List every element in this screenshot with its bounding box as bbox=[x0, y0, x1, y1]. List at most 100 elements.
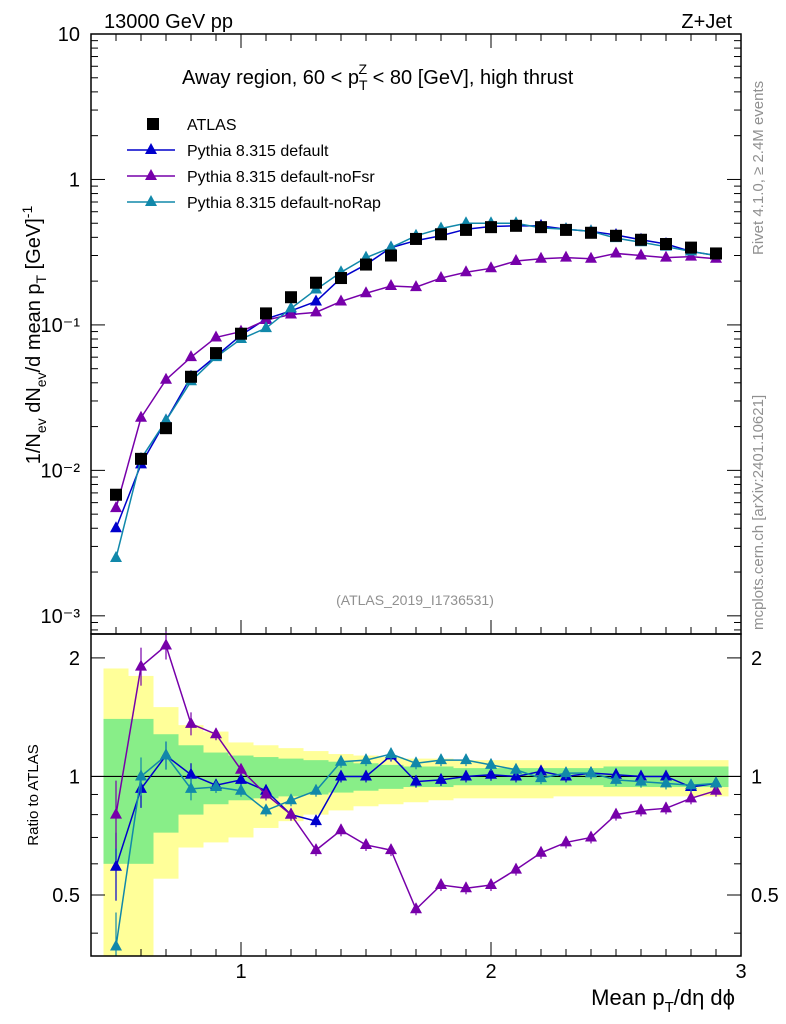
ratio-marker bbox=[585, 766, 597, 778]
data-point bbox=[610, 229, 622, 242]
ratio-marker bbox=[510, 762, 522, 774]
ratio-marker bbox=[485, 767, 497, 779]
ratio-marker bbox=[535, 845, 547, 857]
ratio-marker bbox=[485, 878, 497, 890]
series-marker bbox=[310, 305, 322, 317]
data-point bbox=[410, 232, 422, 245]
ratio-marker bbox=[485, 757, 497, 769]
series-marker bbox=[460, 265, 472, 277]
ratio-marker bbox=[410, 902, 422, 914]
series-marker bbox=[435, 271, 447, 283]
axes-ticks: 1 2 3 10⁻³ 10⁻² 10⁻¹ 1 10 0.5 0.5 1 1 2 2 bbox=[41, 24, 779, 983]
x-axis-label: Mean pT/dη dϕ bbox=[591, 985, 735, 1016]
series-marker bbox=[635, 248, 647, 260]
series-marker bbox=[160, 372, 172, 384]
data-point bbox=[335, 272, 347, 285]
ratio-tick-label: 2 bbox=[69, 648, 80, 670]
legend-default-label: Pythia 8.315 default bbox=[187, 143, 329, 160]
ratio-marker bbox=[210, 780, 222, 792]
legend-nofsr-label: Pythia 8.315 default-noFsr bbox=[187, 169, 375, 186]
data-point bbox=[435, 228, 447, 241]
ratio-marker bbox=[335, 823, 347, 835]
ratio-tick-label-right: 2 bbox=[751, 648, 762, 670]
ratio-marker bbox=[710, 776, 722, 788]
ratio-marker bbox=[510, 862, 522, 874]
legend-norap-label: Pythia 8.315 default-noRap bbox=[187, 195, 381, 212]
ratio-marker bbox=[110, 859, 122, 871]
series-marker bbox=[310, 294, 322, 306]
main-series bbox=[110, 216, 722, 562]
ratio-marker bbox=[460, 881, 472, 893]
data-point bbox=[310, 276, 322, 289]
ratio-band-inner bbox=[278, 758, 304, 797]
ratio-marker bbox=[535, 764, 547, 776]
series-marker bbox=[335, 294, 347, 306]
ratio-tick-label-right: 1 bbox=[751, 766, 762, 788]
series-marker bbox=[135, 410, 147, 422]
ratio-marker bbox=[310, 814, 322, 826]
ratio-marker bbox=[235, 762, 247, 774]
series-marker bbox=[660, 250, 672, 262]
ratio-series bbox=[110, 631, 722, 956]
process-label: Z+Jet bbox=[681, 11, 732, 33]
ratio-tick-label: 1 bbox=[69, 766, 80, 788]
data-point bbox=[110, 488, 122, 501]
ratio-marker bbox=[360, 769, 372, 781]
ratio-marker bbox=[585, 830, 597, 842]
ratio-marker bbox=[535, 771, 547, 783]
ratio-marker bbox=[335, 769, 347, 781]
series-marker bbox=[610, 246, 622, 258]
data-point bbox=[485, 221, 497, 234]
data-point bbox=[210, 347, 222, 360]
y-tick-label: 10⁻³ bbox=[41, 606, 81, 628]
data-point bbox=[460, 223, 472, 236]
series-marker bbox=[510, 254, 522, 266]
series-marker bbox=[185, 350, 197, 362]
y-axis-label: 1/Nev dNev/d mean pT [GeV]-1 bbox=[19, 206, 49, 465]
series-marker bbox=[410, 280, 422, 292]
ratio-marker bbox=[635, 803, 647, 815]
analysis-label: (ATLAS_2019_I1736531) bbox=[336, 592, 494, 608]
data-point bbox=[160, 422, 172, 435]
ratio-marker bbox=[460, 753, 472, 765]
series-marker bbox=[585, 251, 597, 263]
data-point bbox=[560, 223, 572, 236]
ratio-marker bbox=[135, 659, 147, 671]
legend-default-marker bbox=[145, 143, 157, 154]
series-line bbox=[115, 225, 717, 529]
ratio-marker bbox=[660, 801, 672, 813]
ratio-marker bbox=[610, 807, 622, 819]
data-point bbox=[510, 219, 522, 232]
ratio-marker bbox=[285, 807, 297, 819]
data-point bbox=[135, 452, 147, 465]
ratio-marker bbox=[260, 787, 272, 799]
ratio-marker bbox=[135, 769, 147, 781]
data-point bbox=[285, 291, 297, 304]
data-point bbox=[185, 370, 197, 383]
ratio-marker bbox=[285, 793, 297, 805]
data-point bbox=[660, 237, 672, 250]
data-point bbox=[685, 241, 697, 254]
y-tick-label: 10 bbox=[58, 24, 80, 46]
series-marker bbox=[285, 301, 297, 313]
ratio-marker bbox=[560, 766, 572, 778]
x-tick-label: 3 bbox=[735, 961, 746, 983]
series-marker bbox=[110, 501, 122, 513]
legend-atlas-label: ATLAS bbox=[187, 117, 237, 134]
series-marker bbox=[485, 261, 497, 273]
ratio-marker bbox=[560, 835, 572, 847]
ratio-marker bbox=[335, 754, 347, 766]
x-tick-label: 2 bbox=[485, 961, 496, 983]
data-point bbox=[535, 221, 547, 234]
data-point bbox=[710, 247, 722, 260]
series-marker bbox=[385, 240, 397, 252]
series-marker bbox=[110, 550, 122, 562]
series-marker bbox=[210, 330, 222, 342]
series-line bbox=[115, 222, 717, 559]
y-tick-label: 1 bbox=[69, 169, 80, 191]
series-marker bbox=[535, 251, 547, 263]
series-marker bbox=[385, 279, 397, 291]
ratio-marker bbox=[235, 772, 247, 784]
ratio-marker bbox=[685, 791, 697, 803]
